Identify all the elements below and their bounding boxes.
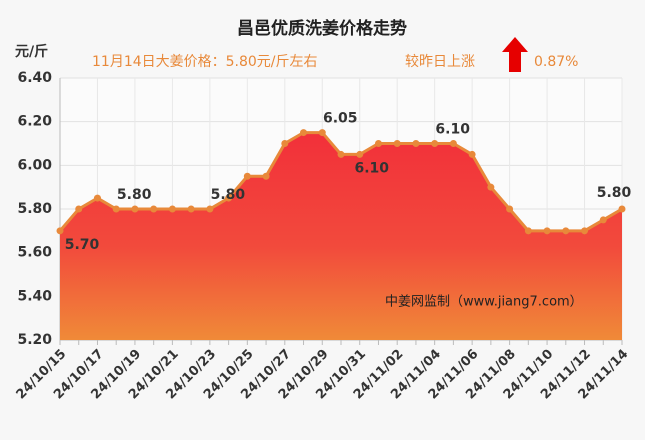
point	[150, 205, 158, 213]
point	[93, 194, 101, 202]
value-label: 5.80	[117, 187, 152, 203]
value-label: 6.05	[323, 111, 358, 127]
y-tick-label: 6.40	[17, 70, 52, 86]
point	[356, 150, 364, 158]
point	[300, 129, 308, 137]
point	[618, 205, 626, 213]
point	[562, 227, 570, 235]
value-label: 6.10	[354, 160, 389, 176]
up-arrow	[502, 37, 528, 72]
chart-title: 昌邑优质洗姜价格走势	[237, 18, 407, 39]
watermark: 中姜网监制（www.jiang7.com）	[385, 295, 583, 310]
change-value: 0.87%	[534, 54, 578, 70]
y-tick-label: 6.00	[17, 157, 52, 173]
point	[374, 140, 382, 147]
point	[449, 140, 457, 147]
point	[468, 150, 476, 158]
y-tick-label: 5.20	[17, 332, 52, 348]
point	[206, 205, 214, 213]
value-label: 6.10	[435, 122, 470, 138]
point	[393, 140, 401, 147]
value-label: 5.80	[211, 187, 246, 203]
y-tick-label: 5.40	[17, 288, 52, 304]
point	[281, 140, 289, 147]
value-label: 5.70	[65, 237, 100, 253]
point	[56, 227, 64, 235]
y-axis-label: 元/斤	[15, 43, 48, 60]
point	[506, 205, 514, 213]
point	[412, 140, 420, 147]
y-tick-label: 5.80	[17, 201, 52, 217]
point	[187, 205, 195, 213]
point	[431, 140, 439, 147]
point	[75, 205, 83, 213]
point	[337, 150, 345, 158]
subtitle: 11月14日大姜价格：5.80元/斤左右	[92, 54, 318, 70]
value-label: 5.80	[597, 185, 632, 201]
change-label: 较昨日上涨	[405, 54, 475, 70]
point	[599, 216, 607, 224]
point	[581, 227, 589, 235]
point	[243, 172, 251, 180]
point	[524, 227, 532, 235]
point	[318, 129, 326, 137]
point	[168, 205, 176, 213]
point	[262, 172, 270, 180]
point	[543, 227, 551, 235]
point	[131, 205, 139, 213]
point	[225, 194, 233, 202]
y-tick-label: 5.60	[17, 245, 52, 261]
point	[487, 183, 495, 191]
y-tick-label: 6.20	[17, 114, 52, 130]
point	[112, 205, 120, 213]
area	[60, 132, 622, 340]
